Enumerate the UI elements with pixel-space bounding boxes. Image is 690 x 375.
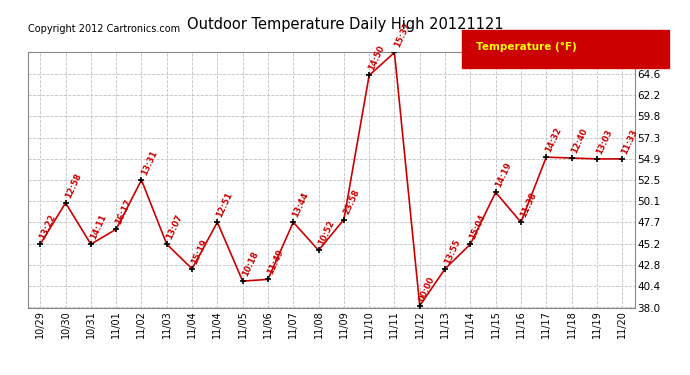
Text: Outdoor Temperature Daily High 20121121: Outdoor Temperature Daily High 20121121 xyxy=(187,17,503,32)
Text: 13:44: 13:44 xyxy=(291,191,310,219)
Text: 13:31: 13:31 xyxy=(139,149,159,177)
Text: 13:22: 13:22 xyxy=(38,213,57,241)
Text: 00:00: 00:00 xyxy=(417,275,437,302)
Text: 11:38: 11:38 xyxy=(519,191,538,219)
Text: 23:58: 23:58 xyxy=(342,188,361,216)
Text: Copyright 2012 Cartronics.com: Copyright 2012 Cartronics.com xyxy=(28,24,179,34)
Text: 13:03: 13:03 xyxy=(595,128,614,156)
Text: 11:49: 11:49 xyxy=(266,248,285,276)
Text: 14:11: 14:11 xyxy=(89,213,108,241)
Text: 14:19: 14:19 xyxy=(493,161,513,189)
Text: Temperature (°F): Temperature (°F) xyxy=(476,42,577,52)
Text: 15:37: 15:37 xyxy=(393,21,412,49)
Text: 13:07: 13:07 xyxy=(165,213,184,241)
Text: 12:58: 12:58 xyxy=(63,171,83,200)
Text: 14:50: 14:50 xyxy=(367,44,386,72)
Text: 16:17: 16:17 xyxy=(114,198,133,226)
Text: 10:18: 10:18 xyxy=(241,250,260,278)
Text: 11:33: 11:33 xyxy=(620,128,640,156)
Text: 12:40: 12:40 xyxy=(569,127,589,155)
Text: 12:51: 12:51 xyxy=(215,191,235,219)
Text: 14:32: 14:32 xyxy=(544,126,564,154)
Text: 15:19: 15:19 xyxy=(190,237,209,266)
Text: 13:55: 13:55 xyxy=(443,237,462,266)
Text: 10:52: 10:52 xyxy=(317,219,336,247)
Text: 15:04: 15:04 xyxy=(469,213,488,241)
